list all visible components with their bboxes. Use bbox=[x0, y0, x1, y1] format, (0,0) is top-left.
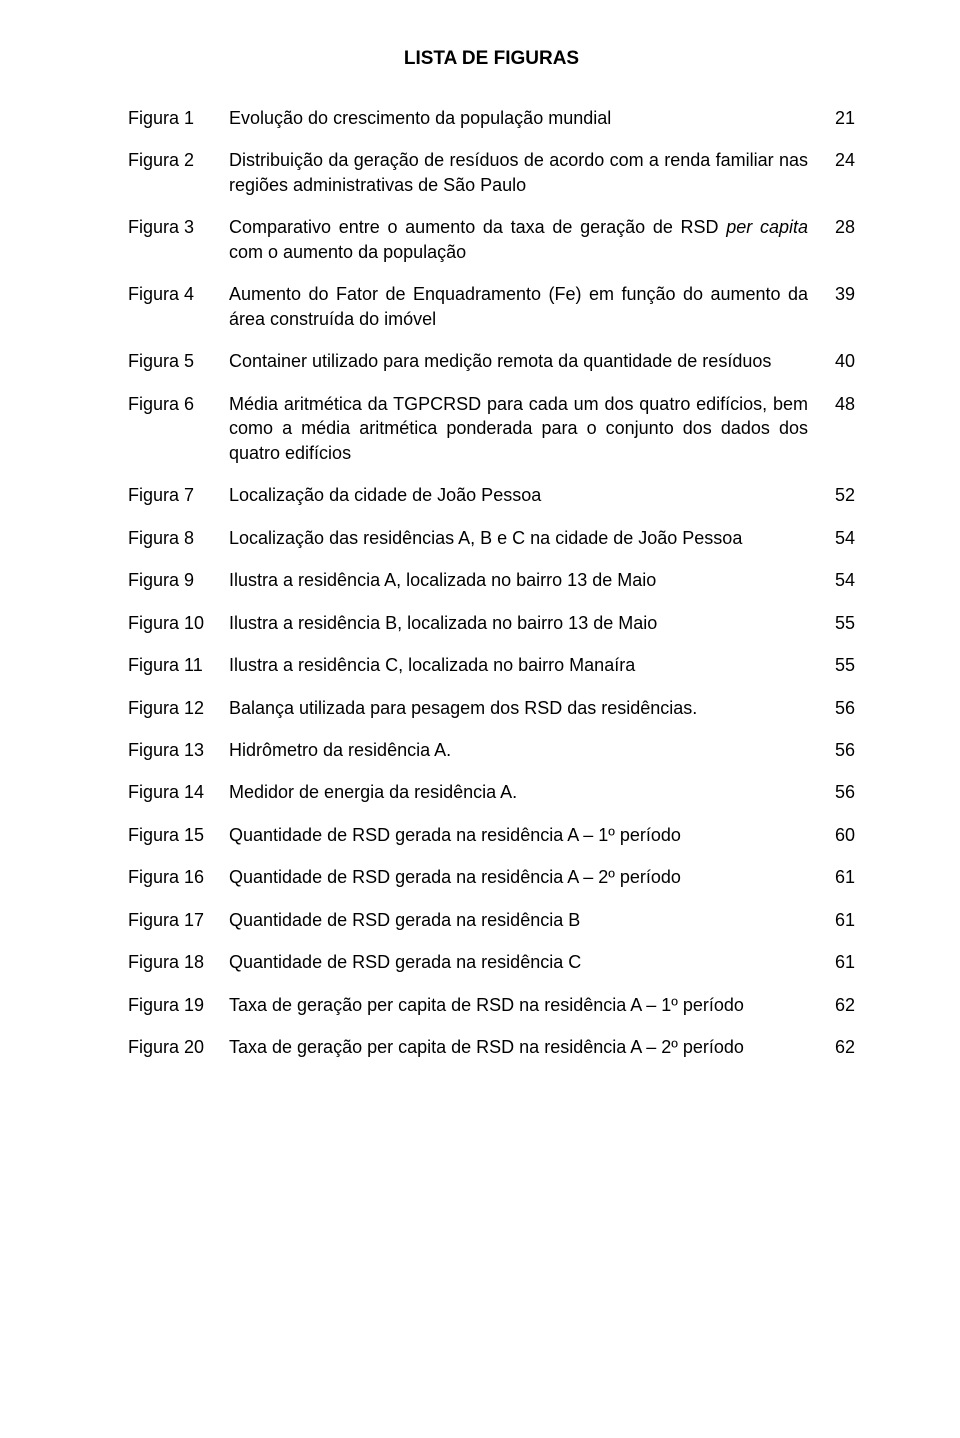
figure-description: Aumento do Fator de Enquadramento (Fe) e… bbox=[229, 282, 823, 331]
figure-description: Balança utilizada para pesagem dos RSD d… bbox=[229, 696, 823, 720]
list-item: Figura 3Comparativo entre o aumento da t… bbox=[128, 215, 855, 264]
figure-description: Ilustra a residência A, localizada no ba… bbox=[229, 568, 823, 592]
figure-description: Média aritmética da TGPCRSD para cada um… bbox=[229, 392, 823, 465]
page-number: 61 bbox=[823, 908, 855, 932]
page-number: 54 bbox=[823, 568, 855, 592]
figure-description: Localização da cidade de João Pessoa bbox=[229, 483, 823, 507]
desc-text-italic: per capita bbox=[726, 217, 808, 237]
page-number: 61 bbox=[823, 865, 855, 889]
figure-description: Quantidade de RSD gerada na residência A… bbox=[229, 823, 823, 847]
figure-label: Figura 10 bbox=[128, 611, 229, 635]
figure-label: Figura 12 bbox=[128, 696, 229, 720]
figure-label: Figura 19 bbox=[128, 993, 229, 1017]
figure-label: Figura 8 bbox=[128, 526, 229, 550]
list-item: Figura 19Taxa de geração per capita de R… bbox=[128, 993, 855, 1017]
figure-description: Localização das residências A, B e C na … bbox=[229, 526, 823, 550]
page-number: 28 bbox=[823, 215, 855, 239]
page-number: 52 bbox=[823, 483, 855, 507]
list-item: Figura 15Quantidade de RSD gerada na res… bbox=[128, 823, 855, 847]
figure-label: Figura 11 bbox=[128, 653, 229, 677]
figure-label: Figura 4 bbox=[128, 282, 229, 306]
figure-description: Distribuição da geração de resíduos de a… bbox=[229, 148, 823, 197]
figure-label: Figura 2 bbox=[128, 148, 229, 172]
page-number: 24 bbox=[823, 148, 855, 172]
list-item: Figura 6Média aritmética da TGPCRSD para… bbox=[128, 392, 855, 465]
list-item: Figura 13Hidrômetro da residência A.56 bbox=[128, 738, 855, 762]
page-number: 56 bbox=[823, 738, 855, 762]
list-item: Figura 20Taxa de geração per capita de R… bbox=[128, 1035, 855, 1059]
page-number: 62 bbox=[823, 993, 855, 1017]
page-number: 55 bbox=[823, 611, 855, 635]
figure-label: Figura 3 bbox=[128, 215, 229, 239]
figure-label: Figura 9 bbox=[128, 568, 229, 592]
page-number: 54 bbox=[823, 526, 855, 550]
list-item: Figura 17Quantidade de RSD gerada na res… bbox=[128, 908, 855, 932]
page-number: 39 bbox=[823, 282, 855, 306]
page-number: 48 bbox=[823, 392, 855, 416]
list-item: Figura 14Medidor de energia da residênci… bbox=[128, 780, 855, 804]
figure-description: Medidor de energia da residência A. bbox=[229, 780, 823, 804]
page-number: 61 bbox=[823, 950, 855, 974]
page-number: 55 bbox=[823, 653, 855, 677]
page-number: 56 bbox=[823, 696, 855, 720]
document-page: LISTA DE FIGURAS Figura 1Evolução do cre… bbox=[0, 0, 960, 1438]
figure-description: Quantidade de RSD gerada na residência A… bbox=[229, 865, 823, 889]
list-item: Figura 1Evolução do crescimento da popul… bbox=[128, 106, 855, 130]
list-item: Figura 9Ilustra a residência A, localiza… bbox=[128, 568, 855, 592]
figure-label: Figura 17 bbox=[128, 908, 229, 932]
figure-label: Figura 20 bbox=[128, 1035, 229, 1059]
page-number: 40 bbox=[823, 349, 855, 373]
figure-description: Ilustra a residência B, localizada no ba… bbox=[229, 611, 823, 635]
figure-description: Quantidade de RSD gerada na residência C bbox=[229, 950, 823, 974]
page-number: 21 bbox=[823, 106, 855, 130]
page-number: 62 bbox=[823, 1035, 855, 1059]
figure-label: Figura 16 bbox=[128, 865, 229, 889]
figure-description: Hidrômetro da residência A. bbox=[229, 738, 823, 762]
figure-description: Taxa de geração per capita de RSD na res… bbox=[229, 993, 823, 1017]
figure-description: Evolução do crescimento da população mun… bbox=[229, 106, 823, 130]
figure-label: Figura 7 bbox=[128, 483, 229, 507]
figure-description: Quantidade de RSD gerada na residência B bbox=[229, 908, 823, 932]
desc-text-pre: Comparativo entre o aumento da taxa de g… bbox=[229, 217, 726, 237]
figure-label: Figura 14 bbox=[128, 780, 229, 804]
list-item: Figura 18Quantidade de RSD gerada na res… bbox=[128, 950, 855, 974]
list-item: Figura 12Balança utilizada para pesagem … bbox=[128, 696, 855, 720]
desc-text-post: com o aumento da população bbox=[229, 242, 466, 262]
figure-label: Figura 15 bbox=[128, 823, 229, 847]
figure-label: Figura 5 bbox=[128, 349, 229, 373]
page-number: 60 bbox=[823, 823, 855, 847]
list-item: Figura 10Ilustra a residência B, localiz… bbox=[128, 611, 855, 635]
list-item: Figura 11Ilustra a residência C, localiz… bbox=[128, 653, 855, 677]
figure-label: Figura 6 bbox=[128, 392, 229, 416]
list-item: Figura 4Aumento do Fator de Enquadrament… bbox=[128, 282, 855, 331]
figure-description: Container utilizado para medição remota … bbox=[229, 349, 823, 373]
list-item: Figura 16Quantidade de RSD gerada na res… bbox=[128, 865, 855, 889]
list-item: Figura 7Localização da cidade de João Pe… bbox=[128, 483, 855, 507]
figure-label: Figura 13 bbox=[128, 738, 229, 762]
page-number: 56 bbox=[823, 780, 855, 804]
figure-description: Taxa de geração per capita de RSD na res… bbox=[229, 1035, 823, 1059]
figure-list: Figura 1Evolução do crescimento da popul… bbox=[128, 106, 855, 1060]
list-item: Figura 2Distribuição da geração de resíd… bbox=[128, 148, 855, 197]
figure-description: Ilustra a residência C, localizada no ba… bbox=[229, 653, 823, 677]
figure-label: Figura 18 bbox=[128, 950, 229, 974]
figure-description: Comparativo entre o aumento da taxa de g… bbox=[229, 215, 823, 264]
page-title: LISTA DE FIGURAS bbox=[128, 48, 855, 70]
list-item: Figura 5Container utilizado para medição… bbox=[128, 349, 855, 373]
list-item: Figura 8Localização das residências A, B… bbox=[128, 526, 855, 550]
figure-label: Figura 1 bbox=[128, 106, 229, 130]
